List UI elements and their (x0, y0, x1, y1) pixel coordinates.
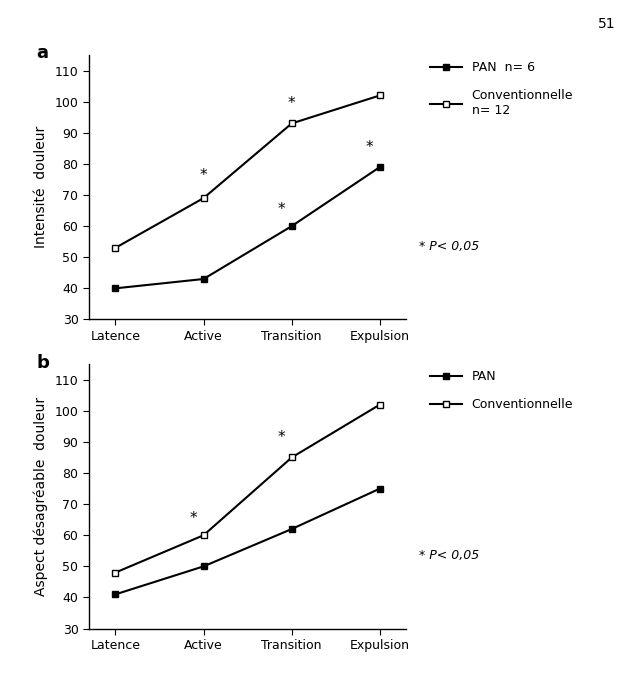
Text: *: * (277, 202, 285, 217)
Text: *: * (277, 430, 285, 445)
Text: *: * (189, 511, 197, 526)
Y-axis label: Intensité  douleur: Intensité douleur (34, 126, 48, 248)
Text: 51: 51 (598, 17, 616, 31)
Text: b: b (37, 354, 50, 372)
Text: * P< 0,05: * P< 0,05 (419, 240, 479, 253)
Text: a: a (37, 45, 48, 63)
Legend: PAN  n= 6, Conventionnelle
n= 12: PAN n= 6, Conventionnelle n= 12 (425, 56, 578, 122)
Text: *: * (200, 168, 208, 183)
Y-axis label: Aspect désagréable  douleur: Aspect désagréable douleur (33, 397, 48, 596)
Text: *: * (288, 96, 295, 111)
Text: *: * (366, 139, 373, 155)
Text: * P< 0,05: * P< 0,05 (419, 550, 479, 562)
Legend: PAN, Conventionnelle: PAN, Conventionnelle (425, 365, 578, 416)
